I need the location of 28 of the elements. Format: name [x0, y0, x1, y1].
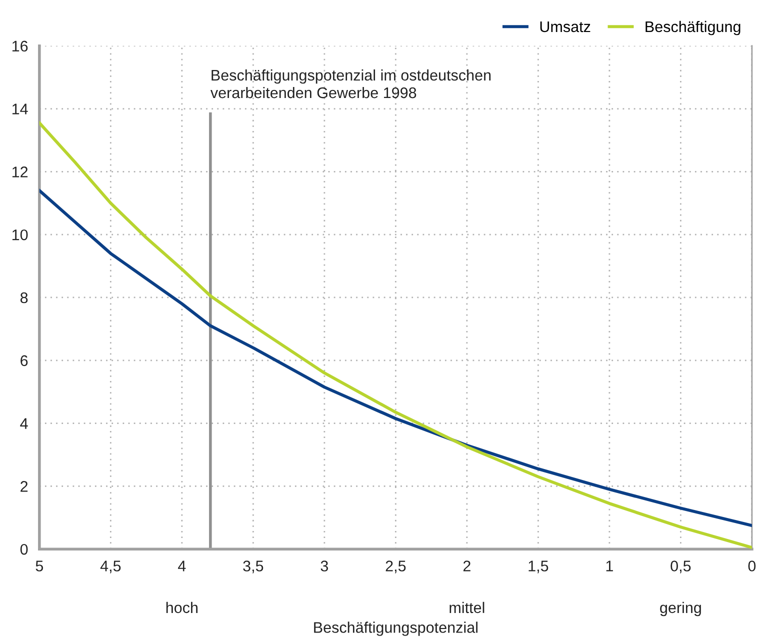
x-axis-title: Beschäftigungspotenzial [314, 622, 478, 636]
x-tick-label: 0,5 [670, 560, 691, 574]
x-tick-label: 4,5 [100, 560, 121, 574]
y-tick-label: 12 [12, 166, 28, 178]
x-tick-label: 0 [748, 560, 756, 572]
y-tick-label: 4 [20, 418, 28, 429]
x-tick-label: 4 [178, 560, 186, 572]
y-tick-label: 14 [12, 104, 28, 114]
y-tick-label: 10 [12, 229, 28, 240]
y-tick-label: 6 [20, 355, 28, 366]
legend-label: Umsatz [540, 21, 590, 32]
y-tick-label: 2 [20, 481, 28, 492]
y-tick-label: 8 [20, 292, 28, 304]
text: gering [660, 602, 701, 616]
x-tick-label: 1,5 [528, 560, 548, 574]
line-series [39, 189, 752, 528]
x-tick-label: 2 [463, 560, 470, 572]
text: mittel [450, 602, 484, 614]
ref-line-label: Beschäftigungspotenzial im ostdeutschen verarbeitenden Gewerbe 1998 [210, 69, 491, 98]
y-tick-label: 16 [12, 40, 28, 52]
x-tick-label: 3,5 [243, 560, 264, 574]
legend-label: Beschäftigung [646, 20, 740, 36]
x-tick-label: 5 [36, 560, 44, 572]
x-tick-label: 2,5 [386, 560, 406, 574]
x-tick-label: 3 [320, 560, 328, 572]
x-tick-label: 1 [606, 560, 613, 572]
text: hoch [166, 602, 198, 614]
y-tick-label: 0 [20, 544, 28, 555]
